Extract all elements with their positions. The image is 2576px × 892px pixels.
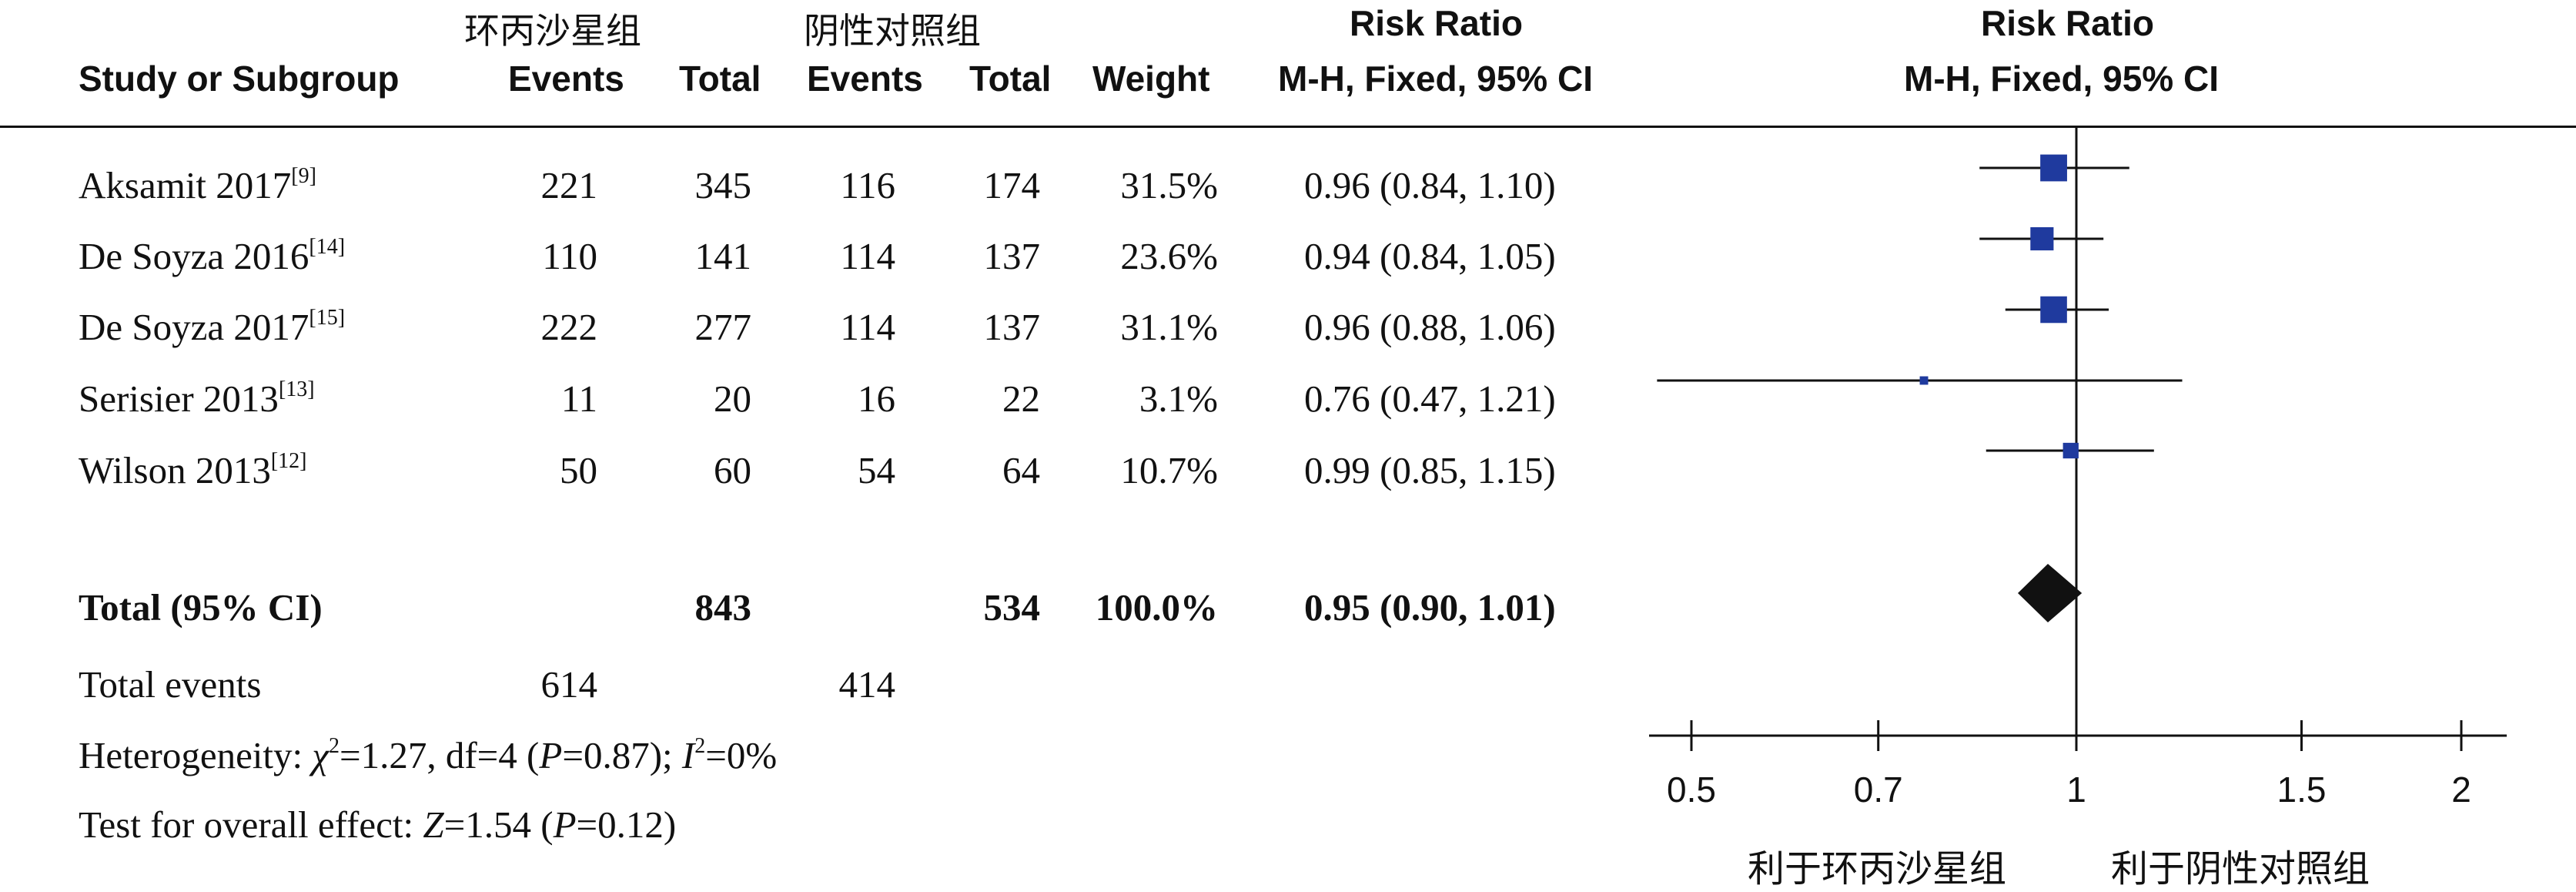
total-treatment: 60: [714, 449, 751, 491]
col-total-treatment: Total: [679, 59, 761, 99]
x-tick-label: 2: [2451, 770, 2471, 810]
total-treatment: 20: [714, 377, 751, 420]
risk-ratio-ci: 0.96 (0.84, 1.10): [1304, 164, 1556, 206]
weight: 10.7%: [1120, 449, 1218, 491]
risk-ratio-ci: 0.99 (0.85, 1.15): [1304, 449, 1556, 491]
risk-ratio-ci: 0.94 (0.84, 1.05): [1304, 235, 1556, 277]
total-control: 137: [983, 235, 1041, 277]
total-label: Total (95% CI): [79, 586, 323, 629]
total-treatment: 277: [694, 306, 752, 348]
col-weight: Weight: [1092, 59, 1210, 99]
events-treatment: 222: [540, 306, 598, 348]
weight: 31.5%: [1120, 164, 1218, 206]
col-study: Study or Subgroup: [79, 59, 400, 99]
pooled-diamond: [2017, 564, 2083, 622]
events-treatment: 11: [560, 377, 597, 420]
risk-ratio-ci: 0.96 (0.88, 1.06): [1304, 306, 1556, 348]
study-square: [1919, 376, 1929, 385]
weight: 3.1%: [1139, 377, 1218, 420]
total-treatment: 141: [694, 235, 752, 277]
events-treatment: 50: [560, 449, 597, 491]
x-tick-label: 1: [2066, 770, 2086, 810]
study-name: De Soyza 2017[15]: [79, 306, 346, 348]
total-control: 174: [983, 164, 1041, 206]
events-control: 114: [840, 306, 895, 348]
col-total-control: Total: [969, 59, 1052, 99]
events-control: 116: [840, 164, 895, 206]
total-events-treatment: 614: [540, 663, 598, 706]
header-rule: [0, 126, 2576, 128]
weight: 23.6%: [1120, 235, 1218, 277]
events-control: 54: [858, 449, 895, 491]
total-events-label: Total events: [79, 663, 262, 706]
heterogeneity-text: Heterogeneity: χ2=1.27, df=4 (P=0.87); I…: [79, 734, 778, 776]
total-events-control: 414: [838, 663, 896, 706]
x-tick-label: 0.5: [1667, 770, 1716, 810]
x-tick-label: 0.7: [1854, 770, 1903, 810]
total-control: 137: [983, 306, 1041, 348]
study-square: [2030, 226, 2054, 251]
weight: 31.1%: [1120, 306, 1218, 348]
study-name: Wilson 2013[12]: [79, 449, 307, 491]
study-name: De Soyza 2016[14]: [79, 235, 346, 277]
favours-control-label: 利于阴性对照组: [2111, 847, 2370, 890]
study-square: [2040, 296, 2067, 324]
col-events-treatment: Events: [508, 59, 624, 99]
total-treatment: 843: [694, 586, 752, 629]
study-square: [2040, 154, 2067, 182]
study-square: [2062, 442, 2079, 459]
plot-title: Risk Ratio: [1981, 3, 2154, 43]
events-treatment: 110: [542, 235, 597, 277]
total-control: 64: [1002, 449, 1040, 491]
group-control-label: 阴性对照组: [804, 10, 981, 52]
risk-ratio-ci: 0.76 (0.47, 1.21): [1304, 377, 1556, 420]
total-weight: 100.0%: [1095, 586, 1218, 629]
rr-title: Risk Ratio: [1350, 3, 1523, 43]
favours-treatment-label: 利于环丙沙星组: [1748, 847, 2007, 890]
total-control: 22: [1002, 377, 1040, 420]
total-ci: 0.95 (0.90, 1.01): [1304, 586, 1556, 629]
plot-method: M-H, Fixed, 95% CI: [1904, 59, 2219, 99]
events-treatment: 221: [540, 164, 598, 206]
study-name: Serisier 2013[13]: [79, 377, 315, 420]
total-treatment: 345: [694, 164, 752, 206]
col-events-control: Events: [807, 59, 923, 99]
col-rr-method: M-H, Fixed, 95% CI: [1278, 59, 1593, 99]
events-control: 114: [840, 235, 895, 277]
overall-effect-text: Test for overall effect: Z=1.54 (P=0.12): [79, 803, 677, 846]
study-name: Aksamit 2017[9]: [79, 164, 316, 206]
group-treatment-label: 环丙沙星组: [464, 10, 641, 52]
events-control: 16: [858, 377, 895, 420]
x-tick-label: 1.5: [2277, 770, 2327, 810]
total-control: 534: [983, 586, 1041, 629]
